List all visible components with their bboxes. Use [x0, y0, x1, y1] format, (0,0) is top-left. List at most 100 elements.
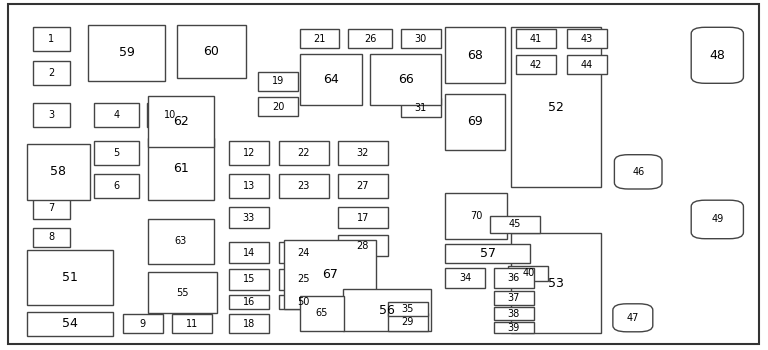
Text: 56: 56	[379, 303, 395, 317]
FancyBboxPatch shape	[279, 295, 329, 309]
FancyBboxPatch shape	[370, 54, 441, 105]
Text: 1: 1	[48, 34, 55, 44]
FancyBboxPatch shape	[300, 296, 344, 331]
Text: 13: 13	[243, 181, 255, 191]
Text: 41: 41	[530, 34, 542, 44]
FancyBboxPatch shape	[33, 198, 70, 219]
Text: 15: 15	[243, 274, 255, 284]
Text: 29: 29	[402, 317, 414, 327]
Text: 33: 33	[243, 213, 255, 223]
Text: 55: 55	[177, 288, 189, 298]
Text: 6: 6	[114, 181, 120, 191]
FancyBboxPatch shape	[567, 29, 607, 48]
FancyBboxPatch shape	[172, 314, 212, 333]
FancyBboxPatch shape	[614, 155, 662, 189]
FancyBboxPatch shape	[401, 29, 441, 48]
FancyBboxPatch shape	[33, 27, 70, 51]
FancyBboxPatch shape	[338, 235, 388, 256]
Text: 14: 14	[243, 248, 255, 258]
FancyBboxPatch shape	[511, 233, 601, 333]
Text: 27: 27	[356, 181, 369, 191]
FancyBboxPatch shape	[445, 244, 530, 263]
FancyBboxPatch shape	[508, 266, 548, 281]
Text: 42: 42	[530, 60, 542, 70]
Text: 3: 3	[48, 110, 55, 120]
Text: 53: 53	[548, 277, 564, 290]
Text: 22: 22	[297, 148, 310, 158]
FancyBboxPatch shape	[691, 200, 743, 239]
Text: 46: 46	[632, 167, 644, 177]
Text: 39: 39	[508, 323, 520, 332]
Text: 2: 2	[48, 68, 55, 78]
FancyBboxPatch shape	[284, 240, 376, 309]
Text: 23: 23	[297, 181, 310, 191]
FancyBboxPatch shape	[401, 98, 441, 117]
FancyBboxPatch shape	[33, 103, 70, 127]
Text: 20: 20	[272, 102, 284, 112]
Text: 62: 62	[173, 115, 189, 128]
FancyBboxPatch shape	[494, 322, 534, 333]
Text: 40: 40	[522, 268, 535, 278]
Text: 9: 9	[140, 318, 146, 329]
Text: 64: 64	[323, 73, 339, 86]
Text: 32: 32	[356, 148, 369, 158]
FancyBboxPatch shape	[445, 27, 505, 83]
FancyBboxPatch shape	[94, 103, 139, 127]
Text: 48: 48	[710, 49, 725, 62]
Text: 35: 35	[402, 304, 414, 314]
FancyBboxPatch shape	[279, 269, 329, 290]
FancyBboxPatch shape	[27, 312, 113, 336]
FancyBboxPatch shape	[516, 55, 556, 74]
FancyBboxPatch shape	[27, 144, 90, 199]
Text: 51: 51	[62, 271, 78, 284]
FancyBboxPatch shape	[27, 250, 113, 305]
Text: 37: 37	[508, 293, 520, 303]
FancyBboxPatch shape	[229, 141, 269, 165]
FancyBboxPatch shape	[490, 216, 540, 233]
FancyBboxPatch shape	[229, 242, 269, 263]
Text: 70: 70	[470, 211, 482, 221]
FancyBboxPatch shape	[94, 174, 139, 198]
FancyBboxPatch shape	[8, 4, 759, 344]
Text: 66: 66	[398, 73, 413, 86]
FancyBboxPatch shape	[148, 219, 214, 264]
Text: 65: 65	[316, 308, 328, 318]
FancyBboxPatch shape	[147, 103, 192, 127]
Text: 25: 25	[297, 274, 310, 284]
Text: 7: 7	[48, 203, 55, 213]
Text: 16: 16	[243, 297, 255, 307]
FancyBboxPatch shape	[258, 72, 298, 91]
Text: 44: 44	[581, 60, 593, 70]
FancyBboxPatch shape	[148, 272, 217, 313]
FancyBboxPatch shape	[567, 55, 607, 74]
Text: 34: 34	[459, 273, 472, 283]
Text: 47: 47	[627, 313, 639, 323]
FancyBboxPatch shape	[229, 314, 269, 333]
FancyBboxPatch shape	[613, 304, 653, 332]
FancyBboxPatch shape	[388, 302, 428, 316]
Text: 10: 10	[164, 110, 176, 120]
FancyBboxPatch shape	[494, 268, 534, 288]
FancyBboxPatch shape	[516, 29, 556, 48]
FancyBboxPatch shape	[177, 25, 246, 78]
Text: 58: 58	[51, 165, 66, 178]
FancyBboxPatch shape	[229, 174, 269, 198]
Text: 30: 30	[415, 34, 427, 44]
Text: 43: 43	[581, 34, 593, 44]
FancyBboxPatch shape	[123, 314, 163, 333]
Text: 52: 52	[548, 100, 564, 114]
Text: 12: 12	[243, 148, 255, 158]
FancyBboxPatch shape	[445, 193, 507, 239]
FancyBboxPatch shape	[494, 290, 534, 305]
Text: 54: 54	[62, 317, 78, 330]
FancyBboxPatch shape	[338, 174, 388, 198]
FancyBboxPatch shape	[300, 29, 339, 48]
Text: 5: 5	[114, 148, 120, 158]
FancyBboxPatch shape	[229, 295, 269, 309]
Text: 50: 50	[297, 297, 310, 307]
FancyBboxPatch shape	[445, 94, 505, 150]
FancyBboxPatch shape	[300, 54, 362, 105]
Text: 69: 69	[468, 115, 483, 128]
Text: 57: 57	[480, 247, 495, 260]
FancyBboxPatch shape	[279, 242, 329, 263]
